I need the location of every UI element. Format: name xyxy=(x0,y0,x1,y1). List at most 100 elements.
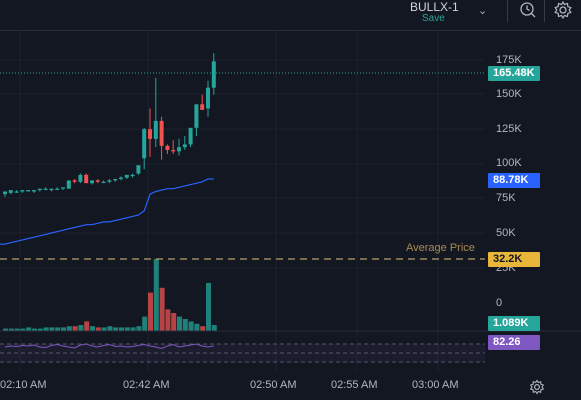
time-tick: 02:55 AM xyxy=(331,379,378,391)
indicator-pane xyxy=(0,343,485,363)
volume-bar xyxy=(101,327,107,331)
volume-bar xyxy=(194,323,200,331)
toolbar-divider xyxy=(544,0,545,22)
toolbar-divider xyxy=(507,0,508,22)
volume-badge: 1.089K xyxy=(488,316,540,331)
volume-bar xyxy=(165,309,171,331)
candle-body xyxy=(3,191,7,195)
volume-bar xyxy=(148,292,153,331)
volume-bar xyxy=(26,327,32,331)
volume-bar xyxy=(159,287,165,331)
volume-bar xyxy=(49,327,55,331)
alert-clock-icon[interactable] xyxy=(518,0,538,20)
volume-bar xyxy=(95,327,101,331)
candle-body xyxy=(188,127,193,145)
candle-body xyxy=(113,179,118,181)
candle-body xyxy=(159,120,164,146)
volume-bar xyxy=(90,326,95,331)
candle-body xyxy=(148,129,152,139)
volume-bar xyxy=(182,319,188,331)
volume-bar xyxy=(84,321,90,331)
chevron-down-icon[interactable]: ⌄ xyxy=(478,5,488,17)
volume-bar xyxy=(200,326,206,331)
chart-toolbar: BULLX-1 Save ⌄ xyxy=(0,0,581,31)
volume-bar xyxy=(188,321,194,331)
candle-body xyxy=(101,181,106,183)
candle-body xyxy=(78,174,83,182)
price-tick: 175K xyxy=(496,54,522,66)
candle-body xyxy=(124,174,129,178)
candle-body xyxy=(95,180,100,182)
candle-body xyxy=(200,104,205,110)
volume-bar xyxy=(136,326,142,331)
candle-body xyxy=(107,180,112,182)
candle-body xyxy=(61,187,65,189)
candle-body xyxy=(90,180,94,184)
time-tick: 02:50 AM xyxy=(250,379,297,391)
volume-bar xyxy=(20,328,26,331)
chart-grid xyxy=(0,30,485,372)
candle-body xyxy=(153,120,158,139)
volume-bar xyxy=(8,328,14,331)
volume-bar xyxy=(55,327,61,331)
candle-body xyxy=(26,190,31,192)
candle-body xyxy=(165,145,170,150)
candle-body xyxy=(55,188,60,190)
volume-bars xyxy=(3,259,217,331)
volume-bar xyxy=(14,328,20,331)
time-tick: 02:10 AM xyxy=(0,379,47,391)
volume-bar xyxy=(171,313,177,331)
candle-body xyxy=(37,188,42,191)
candle-body xyxy=(177,147,181,152)
candle-body xyxy=(194,104,199,128)
candle-body xyxy=(20,190,25,192)
volume-bar xyxy=(43,327,49,331)
candle-body xyxy=(84,174,89,184)
gear-icon[interactable] xyxy=(553,0,573,20)
candle-body xyxy=(72,180,77,182)
price-tick: 125K xyxy=(496,123,522,135)
volume-bar xyxy=(61,327,66,331)
layout-name[interactable]: BULLX-1 xyxy=(410,0,459,14)
time-tick: 02:42 AM xyxy=(123,379,170,391)
save-status[interactable]: Save xyxy=(422,13,445,24)
candle-body xyxy=(119,177,123,180)
price-tick: 150K xyxy=(496,88,522,100)
volume-bar xyxy=(3,328,8,331)
volume-bar xyxy=(124,327,130,331)
indicator-band xyxy=(0,344,485,362)
price-tick: 75K xyxy=(496,192,516,204)
time-tick: 03:00 AM xyxy=(412,379,459,391)
candle-body xyxy=(49,188,54,191)
candle-body xyxy=(8,190,13,193)
candle-body xyxy=(43,188,48,190)
price-tick: 100K xyxy=(496,157,522,169)
candle-body xyxy=(171,149,176,152)
volume-bar xyxy=(142,316,148,331)
volume-bar xyxy=(37,328,43,331)
average-line-badge: 88.78K xyxy=(488,173,540,188)
indicator-line xyxy=(4,343,214,350)
candle-body xyxy=(182,144,187,148)
average-line xyxy=(0,178,214,245)
volume-bar xyxy=(119,327,124,331)
candle-body xyxy=(32,190,36,192)
settings-gear-icon[interactable] xyxy=(529,379,545,395)
volume-bar xyxy=(177,316,182,331)
candle-body xyxy=(142,129,147,159)
volume-bar xyxy=(78,325,84,331)
candle-body xyxy=(211,61,216,88)
volume-bar xyxy=(107,326,113,331)
candle-body xyxy=(136,165,141,174)
volume-bar xyxy=(153,259,159,331)
price-tick: 0 xyxy=(496,297,503,309)
candle-body xyxy=(206,87,210,109)
volume-bar xyxy=(32,328,37,331)
candlesticks xyxy=(3,53,216,198)
candle-body xyxy=(14,191,19,193)
price-tick: 50K xyxy=(496,227,516,239)
candle-body xyxy=(130,174,135,177)
volume-bar xyxy=(72,326,78,331)
volume-bar xyxy=(211,325,217,331)
